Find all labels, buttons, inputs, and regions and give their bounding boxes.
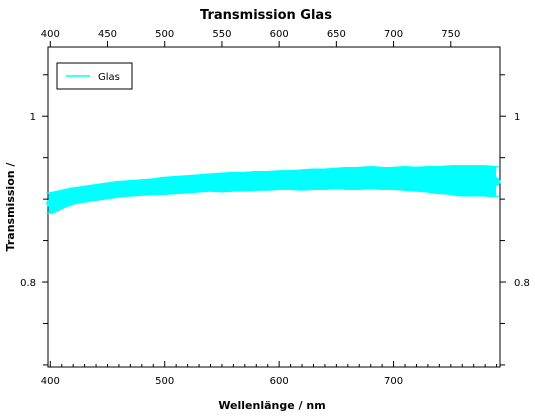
x-tick-label-bottom: 500 — [155, 376, 174, 387]
data-point — [390, 174, 398, 182]
data-point — [355, 174, 363, 182]
data-point — [81, 190, 89, 198]
y-tick-label-right: 1 — [514, 112, 520, 123]
data-point — [126, 184, 134, 192]
data-point — [172, 181, 180, 189]
data-point — [252, 177, 260, 185]
data-point — [321, 175, 329, 183]
x-tick-label-top: 600 — [270, 29, 289, 40]
data-point — [92, 188, 100, 196]
legend-label: Glas — [98, 72, 120, 83]
data-point — [46, 199, 54, 207]
data-point — [458, 177, 466, 185]
data-point — [424, 175, 432, 183]
x-tick-label-top: 650 — [327, 29, 346, 40]
data-point — [435, 176, 443, 184]
data-point — [378, 174, 386, 182]
data-point — [344, 174, 352, 182]
data-point — [104, 187, 112, 195]
data-point — [241, 178, 249, 186]
x-tick-label-bottom: 700 — [384, 376, 403, 387]
x-tick-label-top: 550 — [212, 29, 231, 40]
plot-frame — [48, 47, 500, 367]
data-point — [309, 175, 317, 183]
data-point — [184, 180, 192, 188]
data-point — [401, 174, 409, 182]
data-point — [367, 174, 375, 182]
data-point — [447, 176, 455, 184]
data-point — [195, 179, 203, 187]
y-tick-label-right: 0.8 — [514, 278, 530, 289]
chart-title: Transmission Glas — [200, 8, 332, 23]
data-point — [69, 192, 77, 200]
data-point — [470, 177, 478, 185]
data-point — [287, 176, 295, 184]
data-point — [264, 177, 272, 185]
data-point — [493, 178, 501, 186]
data-point — [218, 179, 226, 187]
x-tick-label-top: 750 — [441, 29, 460, 40]
x-axis-title: Wellenlänge / nm — [218, 399, 325, 412]
x-tick-label-bottom: 400 — [41, 376, 60, 387]
data-point — [58, 195, 66, 203]
legend: Glas — [57, 63, 132, 89]
x-tick-label-bottom: 600 — [270, 376, 289, 387]
data-point — [481, 177, 489, 185]
data-point — [412, 175, 420, 183]
data-point — [229, 178, 237, 186]
y-tick-label-left: 0.8 — [20, 278, 36, 289]
data-point — [138, 184, 146, 192]
x-tick-label-top: 500 — [155, 29, 174, 40]
data-point — [115, 185, 123, 193]
data-point — [206, 179, 214, 187]
x-tick-label-top: 400 — [41, 29, 60, 40]
y-axis-title: Transmission / — [4, 162, 17, 252]
x-tick-label-top: 450 — [98, 29, 117, 40]
data-point — [149, 183, 157, 191]
y-tick-label-left: 1 — [30, 112, 36, 123]
data-point — [275, 176, 283, 184]
data-point — [332, 174, 340, 182]
data-point — [298, 176, 306, 184]
data-point — [161, 182, 169, 190]
x-tick-label-top: 700 — [384, 29, 403, 40]
